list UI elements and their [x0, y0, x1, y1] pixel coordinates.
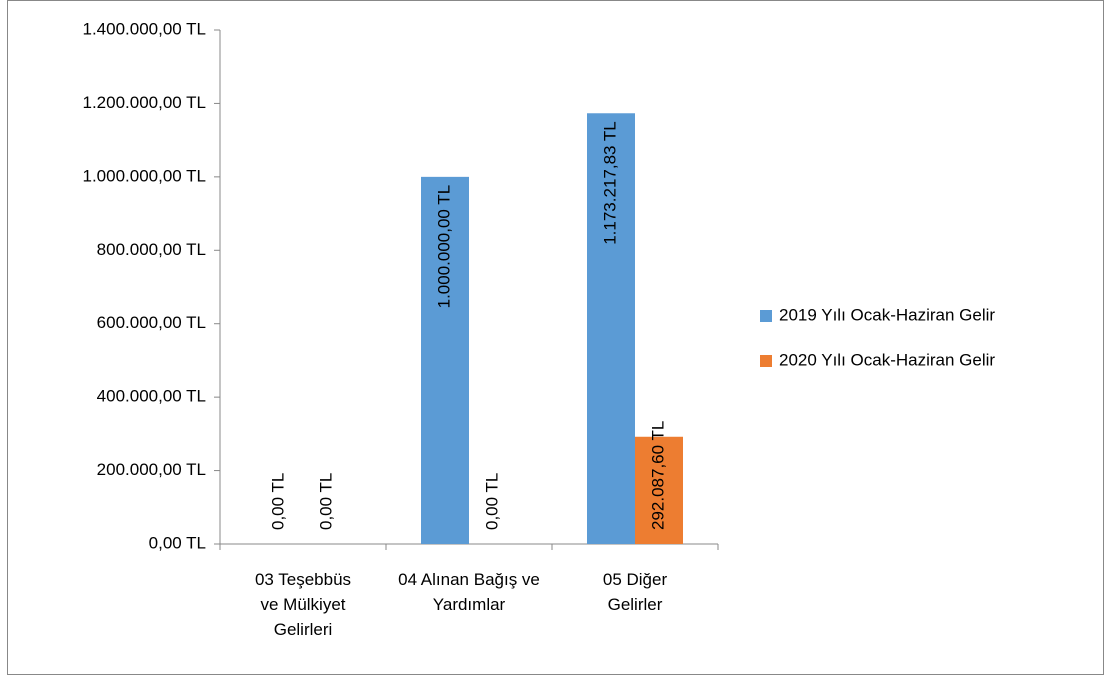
y-tick-label: 0,00 TL: [149, 533, 206, 552]
bar: [635, 436, 683, 544]
legend-swatch: [760, 355, 772, 367]
x-tick-label: 03 Teşebbüs ve Mülkiyet Gelirleri: [254, 570, 352, 639]
data-label: 0,00 TL: [268, 473, 287, 530]
data-label: 1.173.217,83 TL: [600, 121, 619, 245]
legend-swatch: [760, 310, 772, 322]
legend-label: 2019 Yılı Ocak-Haziran Gelir: [779, 305, 995, 324]
y-tick-label: 1.400.000,00 TL: [82, 19, 206, 38]
data-label: 0,00 TL: [482, 473, 501, 530]
y-tick-label: 1.200.000,00 TL: [82, 93, 206, 112]
y-tick-label: 800.000,00 TL: [97, 240, 206, 259]
data-label: 0,00 TL: [316, 473, 335, 530]
y-tick-label: 400.000,00 TL: [97, 387, 206, 406]
x-tick-label: 04 Alınan Bağış ve Yardımlar: [398, 570, 540, 614]
chart-border: [7, 0, 1104, 675]
y-tick-label: 200.000,00 TL: [97, 460, 206, 479]
data-label: 292.087,60 TL: [648, 421, 667, 530]
y-tick-label: 600.000,00 TL: [97, 313, 206, 332]
data-label: 1.000.000,00 TL: [434, 185, 453, 309]
bar: [587, 113, 635, 545]
legend-label: 2020 Yılı Ocak-Haziran Gelir: [779, 350, 995, 369]
bar: [421, 176, 469, 544]
y-tick-label: 1.000.000,00 TL: [82, 166, 206, 185]
x-tick-label: 05 Diğer Gelirler: [602, 570, 668, 614]
